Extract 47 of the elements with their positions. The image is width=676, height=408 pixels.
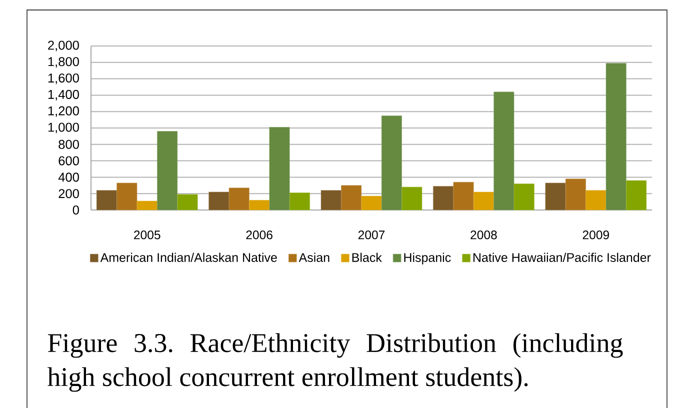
bar — [157, 131, 178, 210]
y-tick-label: 1,600 — [48, 74, 79, 84]
x-tick-label: 2005 — [134, 230, 160, 240]
legend-label: Native Hawaiian/Pacific Islander — [473, 252, 651, 262]
y-tick-label: 800 — [58, 140, 79, 149]
bar — [626, 180, 647, 210]
bar — [361, 196, 382, 210]
x-tick-label: 2008 — [470, 230, 497, 240]
bar — [96, 190, 117, 210]
bar — [228, 188, 250, 210]
bar — [289, 192, 310, 210]
y-tick-label: 200 — [58, 189, 79, 198]
bar — [269, 127, 290, 210]
y-tick-label: 400 — [58, 172, 79, 182]
caption: Figure 3.3. Race/Ethnicity Distribution (including high school concurrent enrollment students). — [47, 333, 623, 392]
y-tick-label: 1,000 — [48, 122, 79, 134]
bar — [473, 192, 494, 210]
bar — [208, 192, 230, 210]
x-tick-label: 2006 — [246, 230, 272, 240]
y-tick-label: 600 — [58, 156, 79, 166]
y-tick-label: 2,000 — [48, 40, 79, 52]
bar — [249, 200, 270, 210]
y-tick-label: 1,800 — [48, 57, 79, 68]
bar — [136, 200, 158, 210]
bar — [565, 178, 586, 210]
bar — [453, 182, 474, 210]
bar — [606, 63, 626, 210]
bar — [381, 116, 402, 210]
x-tick-label: 2007 — [358, 230, 385, 240]
legend-label: Black — [352, 252, 382, 262]
y-tick-label: 1,400 — [48, 90, 79, 100]
legend-label: Hispanic — [404, 252, 451, 264]
bar — [514, 184, 534, 210]
bar — [320, 190, 342, 210]
legend-label: American Indian/Alaskan Native — [100, 252, 277, 262]
bar — [402, 186, 422, 210]
bar — [494, 92, 514, 210]
bar — [116, 182, 138, 210]
x-tick-label: 2009 — [582, 230, 609, 240]
bar — [433, 186, 454, 210]
y-tick-label: 1,200 — [48, 106, 79, 117]
y-tick-label: 0 — [72, 205, 79, 215]
bar — [177, 194, 198, 210]
bar — [586, 190, 606, 210]
legend-label: Asian — [298, 252, 330, 262]
bar — [341, 185, 362, 210]
bar — [545, 182, 566, 210]
